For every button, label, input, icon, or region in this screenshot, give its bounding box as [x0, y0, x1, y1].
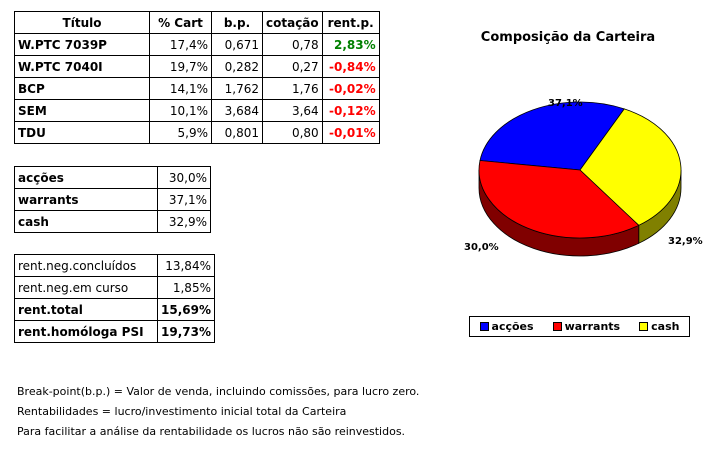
returns-row: rent.homóloga PSI 19,73% [14, 320, 215, 343]
slice-label-accoes: 30,0% [464, 242, 499, 253]
allocation-label: acções [14, 166, 158, 189]
legend-label-warrants: warrants [564, 320, 621, 333]
cell-titulo: TDU [14, 121, 150, 144]
pie-chart [478, 101, 682, 257]
cell-rent: -0,84% [321, 55, 380, 78]
note-breakpoint: Break-point(b.p.) = Valor de venda, incl… [17, 385, 420, 398]
cell-bp: 0,282 [211, 55, 263, 78]
cell-titulo: BCP [14, 77, 150, 100]
legend-label-accoes: acções [491, 320, 534, 333]
cell-cart: 5,9% [149, 121, 212, 144]
legend-swatch-accoes [479, 322, 489, 331]
header-bp: b.p. [211, 11, 263, 34]
returns-value: 13,84% [157, 254, 215, 277]
cell-cart: 17,4% [149, 33, 212, 56]
cell-cotacao: 1,76 [262, 77, 323, 100]
returns-table: rent.neg.concluídos 13,84% rent.neg.em cur… [14, 254, 215, 343]
cell-cotacao: 0,78 [262, 33, 323, 56]
holdings-header-row: Título % Cart b.p. cotação rent.p. [14, 11, 380, 34]
pie-slice-cash [579, 108, 682, 226]
table-row: SEM 10,1% 3,684 3,64 -0,12% [14, 99, 380, 122]
cell-rent: -0,02% [321, 77, 380, 100]
cell-titulo: SEM [14, 99, 150, 122]
note-rentabilidades: Rentabilidades = lucro/investimento inic… [17, 405, 347, 418]
cell-bp: 0,671 [211, 33, 263, 56]
allocation-value: 37,1% [157, 188, 211, 211]
allocation-value: 30,0% [157, 166, 211, 189]
legend-swatch-warrants [552, 322, 562, 331]
table-row: BCP 14,1% 1,762 1,76 -0,02% [14, 77, 380, 100]
returns-value: 1,85% [157, 276, 215, 299]
chart-legend: acções warrants cash [469, 316, 690, 337]
legend-swatch-cash [639, 322, 649, 331]
allocation-label: warrants [14, 188, 158, 211]
holdings-table: Título % Cart b.p. cotação rent.p. W.PTC… [14, 11, 380, 144]
allocation-value: 32,9% [157, 210, 211, 233]
cell-cotacao: 0,27 [262, 55, 323, 78]
cell-bp: 1,762 [211, 77, 263, 100]
header-rent: rent.p. [321, 11, 380, 34]
pie-slice-warrants [478, 160, 640, 239]
cell-titulo: W.PTC 7039P [14, 33, 150, 56]
cell-cotacao: 0,80 [262, 121, 323, 144]
cell-bp: 3,684 [211, 99, 263, 122]
table-row: W.PTC 7039P 17,4% 0,671 0,78 2,83% [14, 33, 380, 56]
returns-label: rent.homóloga PSI [14, 320, 158, 343]
header-cart: % Cart [149, 11, 212, 34]
cell-cart: 10,1% [149, 99, 212, 122]
legend-label-cash: cash [651, 320, 680, 333]
cell-cart: 14,1% [149, 77, 212, 100]
slice-label-cash: 32,9% [668, 236, 703, 247]
returns-value: 15,69% [157, 298, 215, 321]
header-titulo: Título [14, 11, 150, 34]
returns-row: rent.total 15,69% [14, 298, 215, 321]
legend-item-warrants: warrants [552, 320, 621, 333]
cell-rent: 2,83% [321, 33, 380, 56]
note-reinvest: Para facilitar a análise da rentabilidad… [17, 425, 406, 438]
legend-item-accoes: acções [479, 320, 534, 333]
chart-title: Composição da Carteira [480, 30, 656, 45]
returns-label: rent.neg.em curso [14, 276, 158, 299]
table-row: W.PTC 7040I 19,7% 0,282 0,27 -0,84% [14, 55, 380, 78]
cell-rent: -0,01% [321, 121, 380, 144]
header-cotacao: cotação [262, 11, 323, 34]
table-row: TDU 5,9% 0,801 0,80 -0,01% [14, 121, 380, 144]
cell-rent: -0,12% [321, 99, 380, 122]
returns-row: rent.neg.em curso 1,85% [14, 276, 215, 299]
returns-label: rent.total [14, 298, 158, 321]
cell-cotacao: 3,64 [262, 99, 323, 122]
pie-slice-acções [479, 101, 625, 171]
allocation-row: warrants 37,1% [14, 188, 211, 211]
allocation-table: acções 30,0% warrants 37,1% cash 32,9% [14, 166, 211, 233]
allocation-row: cash 32,9% [14, 210, 211, 233]
allocation-row: acções 30,0% [14, 166, 211, 189]
legend-item-cash: cash [639, 320, 679, 333]
cell-cart: 19,7% [149, 55, 212, 78]
slice-label-warrants: 37,1% [548, 98, 583, 109]
returns-value: 19,73% [157, 320, 215, 343]
returns-label: rent.neg.concluídos [14, 254, 158, 277]
returns-row: rent.neg.concluídos 13,84% [14, 254, 215, 277]
cell-bp: 0,801 [211, 121, 263, 144]
allocation-label: cash [14, 210, 158, 233]
cell-titulo: W.PTC 7040I [14, 55, 150, 78]
